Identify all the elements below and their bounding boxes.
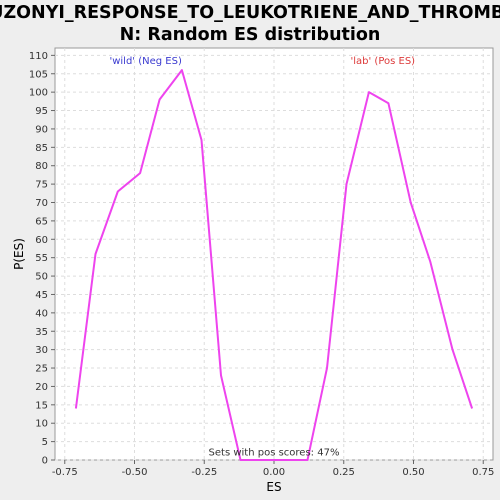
y-tick-label: 110 (29, 51, 48, 62)
y-tick-label: 60 (35, 235, 48, 246)
y-tick-label: 70 (35, 198, 48, 209)
y-tick-label: 50 (35, 272, 48, 283)
y-tick-label: 90 (35, 124, 48, 135)
y-tick-label: 65 (35, 216, 48, 227)
series-layer (74, 69, 474, 461)
y-tick-label: 105 (29, 69, 48, 80)
annotation-text: 'wild' (Neg ES) (109, 56, 181, 67)
y-tick-label: 95 (35, 106, 48, 117)
chart-title-line-1: UZONYI_RESPONSE_TO_LEUKOTRIENE_AND_THROM… (0, 3, 500, 23)
x-tick-label: 0.50 (402, 467, 424, 478)
y-tick-label: 55 (35, 253, 48, 264)
y-tick-label: 40 (35, 308, 48, 319)
y-axis: 0 5 10 15 20 25 30 35 40 45 50 55 60 65 70 75 80 85 90 95 10… (29, 51, 55, 467)
y-tick-label: 0 (42, 456, 48, 467)
y-axis-label: P(ES) (12, 238, 26, 270)
series-line (74, 69, 474, 461)
x-tick-label: -0.25 (191, 467, 217, 478)
y-tick-label: 35 (35, 327, 48, 338)
x-tick-label: -0.75 (52, 467, 78, 478)
x-tick-label: 0.00 (263, 467, 285, 478)
y-tick-label: 15 (35, 400, 48, 411)
x-axis-label: ES (266, 480, 281, 494)
y-tick-label: 30 (35, 345, 48, 356)
y-tick-label: 75 (35, 180, 48, 191)
y-tick-label: 80 (35, 161, 48, 172)
annotation-text: 'lab' (Pos ES) (351, 56, 416, 67)
y-tick-label: 10 (35, 419, 48, 430)
y-tick-label: 25 (35, 364, 48, 375)
grid-lines (55, 48, 493, 461)
annotation-text: Sets with pos scores: 47% (209, 448, 340, 459)
y-tick-label: 45 (35, 290, 48, 301)
x-tick-label: 0.75 (472, 467, 494, 478)
annotation-layer: 'wild' (Neg ES) 'lab' (Pos ES) Sets with p… (109, 56, 415, 459)
x-tick-label: 0.25 (333, 467, 355, 478)
y-tick-label: 5 (42, 437, 48, 448)
x-axis: -0.75 -0.50 -0.25 0.00 0.25 0.50 0.75 (52, 460, 494, 478)
y-tick-label: 85 (35, 143, 48, 154)
chart-title-line-2: N: Random ES distribution (120, 25, 381, 45)
y-tick-label: 20 (35, 382, 48, 393)
x-tick-label: -0.50 (122, 467, 148, 478)
y-tick-label: 100 (29, 88, 48, 99)
